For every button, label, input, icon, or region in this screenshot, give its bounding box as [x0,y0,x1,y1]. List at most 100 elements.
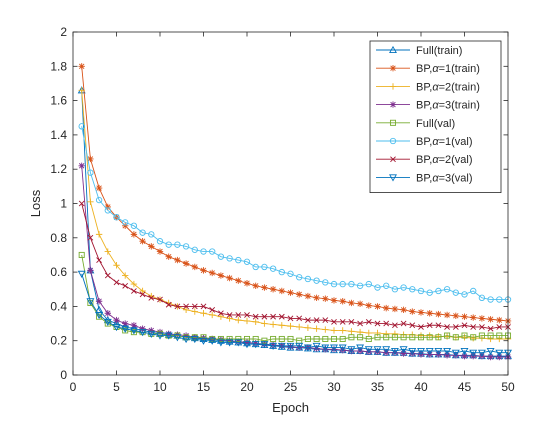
data-point [322,326,329,333]
data-point [487,332,494,339]
data-point [305,317,311,323]
data-point [322,335,329,342]
data-point [122,327,129,334]
data-point [383,304,390,312]
data-point [461,313,468,320]
data-point [129,324,138,332]
legend-swatch-marker [389,83,397,90]
y-tick-label: 0.2 [50,334,67,348]
legend-item: BP,α=3(train) [376,100,480,112]
data-point [435,310,442,318]
data-point [296,323,303,331]
legend-item: BP,α=2(train) [376,81,480,93]
legend-item: BP,α=1(train) [376,63,480,75]
data-point [391,330,399,338]
data-point [78,63,85,70]
data-point [452,312,459,320]
data-point [157,296,163,303]
data-point [95,231,103,238]
data-point [86,298,95,306]
data-point [338,344,347,352]
data-point [200,310,207,317]
data-point [303,344,312,352]
data-point [392,322,398,329]
data-point [269,265,277,272]
data-point [409,286,416,293]
data-point [87,267,94,274]
data-point [269,321,277,328]
data-point [174,303,181,310]
data-point [112,323,121,332]
data-point [287,343,294,350]
data-point [383,282,390,289]
data-point [122,320,129,327]
data-point [287,289,294,296]
data-point [296,274,303,281]
data-point [131,288,137,294]
data-point [269,286,277,293]
data-point [425,347,434,356]
y-tick-label: 1.2 [50,162,67,176]
data-point [460,347,469,356]
data-point [139,238,146,245]
x-tick-label: 0 [70,380,77,394]
data-point [103,315,112,324]
data-point [417,287,425,295]
data-point [408,347,417,356]
data-point [225,339,234,347]
data-point [226,315,233,322]
data-point [261,313,268,320]
data-point [208,337,217,345]
data-point [426,334,433,341]
data-point [260,341,269,349]
legend-label: BP,α=3(val) [416,172,473,184]
data-point [148,231,155,238]
data-point [322,346,329,353]
data-point [191,308,198,315]
legend-box [369,40,502,194]
data-point [165,241,172,248]
data-point [190,335,199,344]
data-point [496,316,503,324]
data-point [200,334,207,341]
data-point [339,298,346,305]
data-point [139,229,146,236]
series-6 [78,123,512,303]
data-point [461,322,468,329]
legend-item: BP,α=2(val) [376,154,473,166]
y-axis-title: Loss [28,189,43,217]
data-point [182,306,190,314]
data-point [287,322,294,330]
data-point [478,332,485,339]
data-point [270,313,276,320]
data-point [165,301,172,308]
data-point [129,327,138,335]
series-line [81,203,508,330]
x-tick-label: 40 [414,380,428,394]
data-point [156,248,164,255]
x-tick-label: 10 [153,380,167,394]
data-point [313,325,320,332]
data-point [348,328,355,335]
legend-label: BP,α=2(val) [416,154,473,166]
data-point [122,282,129,289]
data-point [339,280,346,288]
data-point [243,258,251,265]
data-point [348,334,355,341]
data-point [426,310,433,317]
data-point [209,311,216,319]
data-point [304,335,311,342]
y-tick-label: 1 [60,197,67,211]
data-point [226,337,233,344]
data-point [200,248,207,255]
data-point [348,318,355,325]
data-point [496,335,503,343]
data-point [217,313,225,320]
data-point [156,328,164,336]
data-point [226,335,233,342]
data-point [418,324,424,330]
series-8 [77,270,512,357]
data-point [339,318,346,325]
